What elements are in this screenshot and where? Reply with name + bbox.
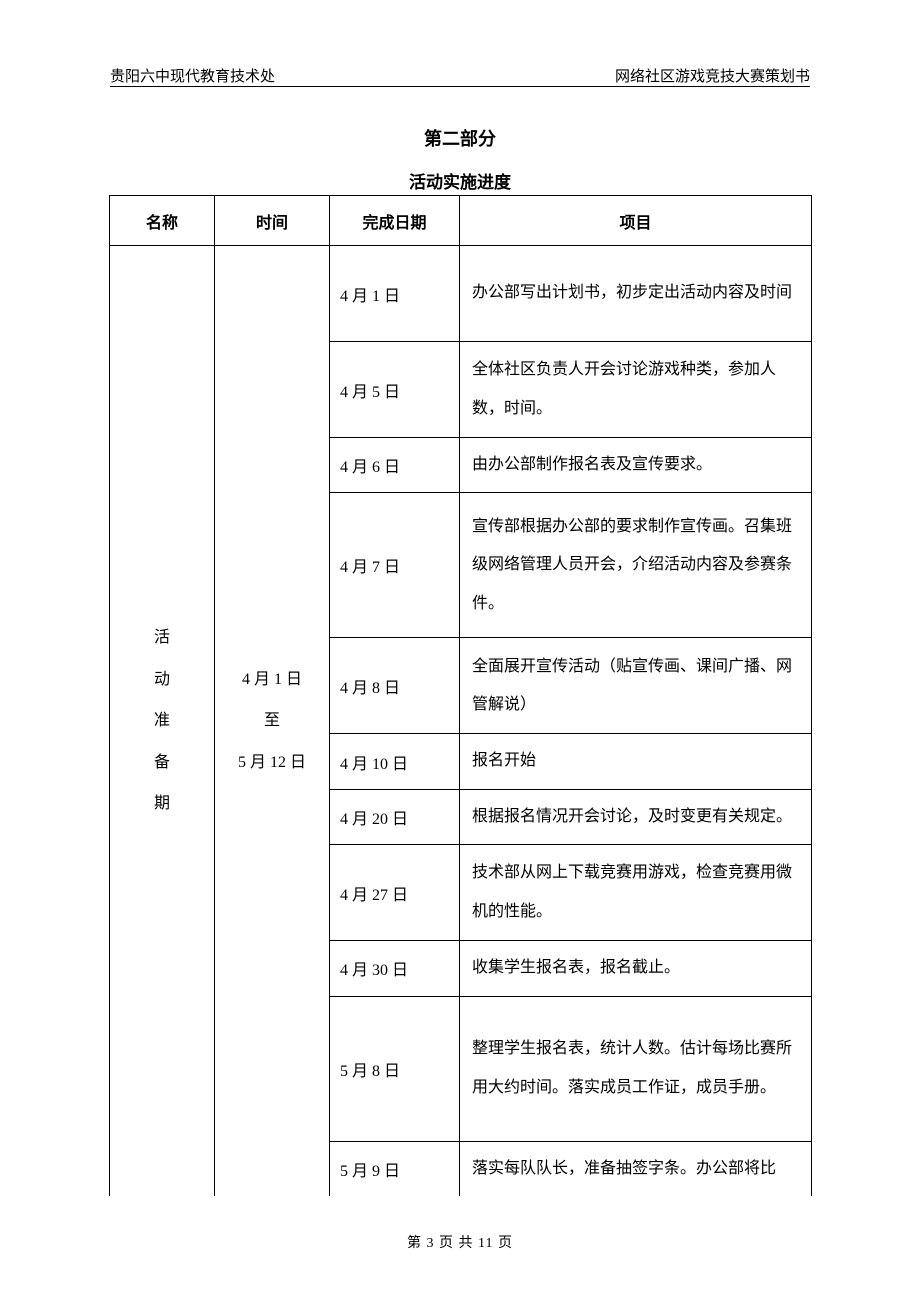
date-cell: 4 月 10 日	[330, 734, 460, 789]
date-cell: 5 月 8 日	[330, 996, 460, 1141]
name-char: 备	[154, 742, 170, 784]
section-subtitle: 活动实施进度	[0, 168, 920, 193]
date-cell: 4 月 8 日	[330, 638, 460, 734]
date-cell: 4 月 27 日	[330, 845, 460, 941]
name-char: 期	[154, 783, 170, 825]
time-cell: 4 月 1 日 至 5 月 12 日	[215, 246, 330, 1196]
name-char: 活	[154, 617, 170, 659]
item-cell: 报名开始	[460, 734, 812, 789]
date-cell: 4 月 20 日	[330, 789, 460, 844]
page-footer: 第 3 页 共 11 页	[0, 1232, 920, 1252]
name-char: 动	[154, 659, 170, 701]
table-header-row: 名称 时间 完成日期 项目	[110, 196, 812, 246]
item-cell: 全体社区负责人开会讨论游戏种类，参加人数，时间。	[460, 342, 812, 438]
date-cell: 4 月 7 日	[330, 493, 460, 638]
col-header-date: 完成日期	[330, 196, 460, 246]
item-cell: 落实每队队长，准备抽签字条。办公部将比	[460, 1141, 812, 1196]
date-cell: 4 月 6 日	[330, 438, 460, 493]
header-divider	[110, 86, 810, 87]
time-line3: 5 月 12 日	[238, 742, 306, 784]
item-cell: 由办公部制作报名表及宣传要求。	[460, 438, 812, 493]
date-cell: 4 月 1 日	[330, 246, 460, 342]
date-cell: 4 月 5 日	[330, 342, 460, 438]
item-cell: 整理学生报名表，统计人数。估计每场比赛所用大约时间。落实成员工作证，成员手册。	[460, 996, 812, 1141]
name-cell: 活 动 准 备 期	[110, 246, 215, 1196]
date-cell: 4 月 30 日	[330, 941, 460, 996]
date-cell: 5 月 9 日	[330, 1141, 460, 1196]
time-line2: 至	[264, 700, 280, 742]
item-cell: 全面展开宣传活动（贴宣传画、课间广播、网管解说）	[460, 638, 812, 734]
item-cell: 根据报名情况开会讨论，及时变更有关规定。	[460, 789, 812, 844]
col-header-time: 时间	[215, 196, 330, 246]
time-line1: 4 月 1 日	[242, 659, 302, 701]
schedule-table: 名称 时间 完成日期 项目 活 动 准 备 期	[109, 195, 812, 1196]
item-cell: 技术部从网上下载竞赛用游戏，检查竞赛用微机的性能。	[460, 845, 812, 941]
item-cell: 宣传部根据办公部的要求制作宣传画。召集班级网络管理人员开会，介绍活动内容及参赛条…	[460, 493, 812, 638]
name-char: 准	[154, 700, 170, 742]
item-cell: 收集学生报名表，报名截止。	[460, 941, 812, 996]
col-header-name: 名称	[110, 196, 215, 246]
table-row: 活 动 准 备 期 4 月 1 日 至 5 月 12 日 4 月 1 日 办公部	[110, 246, 812, 342]
item-cell: 办公部写出计划书，初步定出活动内容及时间	[460, 246, 812, 342]
col-header-item: 项目	[460, 196, 812, 246]
header-right: 网络社区游戏竞技大赛策划书	[615, 65, 810, 86]
section-title: 第二部分	[0, 125, 920, 151]
header-left: 贵阳六中现代教育技术处	[110, 65, 275, 86]
